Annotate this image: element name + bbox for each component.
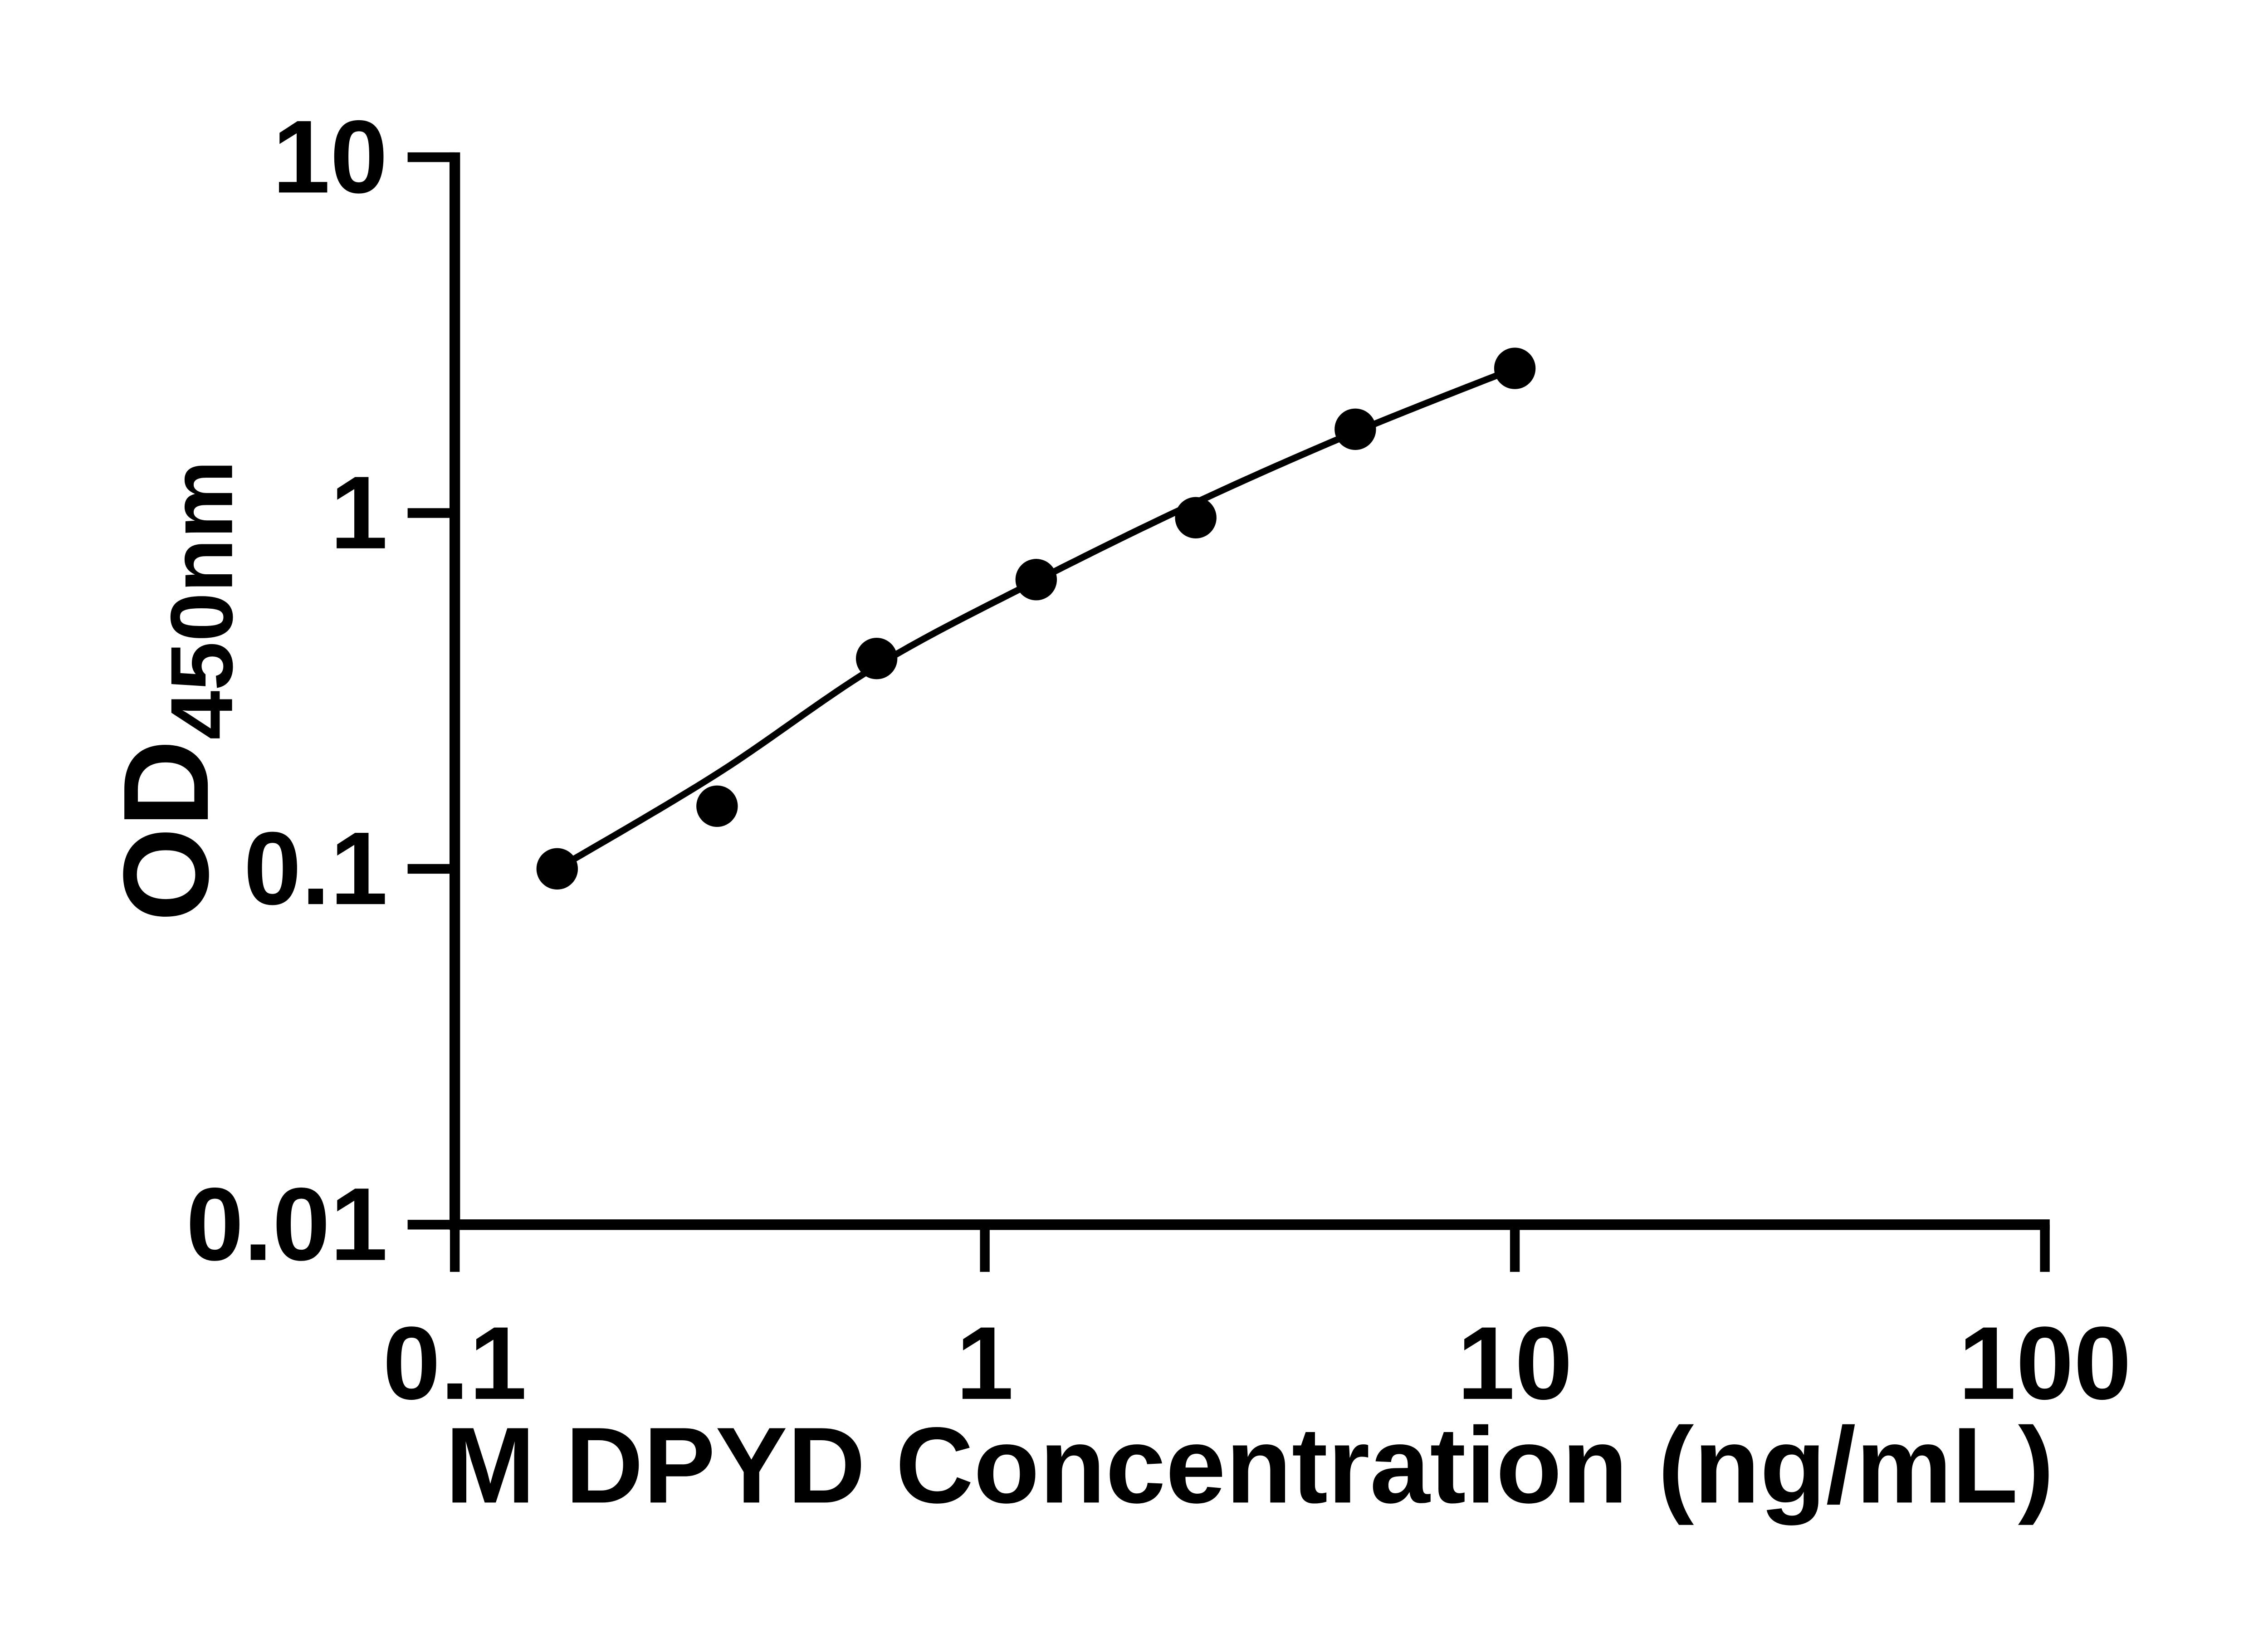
x-tick-label: 100	[1958, 1305, 2131, 1421]
data-point-marker	[1015, 559, 1057, 601]
y-axis-title-main: OD	[98, 740, 234, 922]
data-point-marker	[855, 638, 898, 680]
y-axis-title: OD450nm	[98, 460, 251, 922]
y-tick-label: 1	[330, 455, 388, 571]
data-point-marker	[696, 785, 738, 827]
y-axis-title-subscript: 450nm	[153, 460, 251, 740]
data-point-marker	[1334, 408, 1376, 450]
plot-axes: 10 1 0.1 0.01 0.1 1 10 100	[186, 99, 2131, 1421]
x-axis-title: M DPYD Concentration (ng/mL)	[445, 1405, 2054, 1525]
y-tick-label: 0.1	[244, 811, 388, 926]
data-points-layer	[536, 347, 1536, 890]
x-tick-label: 0.1	[383, 1305, 527, 1421]
elisa-standard-curve-figure: 10 1 0.1 0.01 0.1 1 10 100 M DPYD Concentration…	[18, 7, 2268, 1595]
y-tick-label: 0.01	[186, 1167, 388, 1282]
data-point-marker	[536, 848, 578, 890]
x-tick-label: 1	[956, 1305, 1014, 1421]
y-tick-label: 10	[273, 99, 388, 215]
standard-curve-plot: 10 1 0.1 0.01 0.1 1 10 100 M DPYD Concentration…	[98, 99, 2131, 1525]
data-point-marker	[1494, 347, 1536, 389]
data-point-marker	[1175, 497, 1217, 539]
x-tick-label: 10	[1457, 1305, 1573, 1421]
